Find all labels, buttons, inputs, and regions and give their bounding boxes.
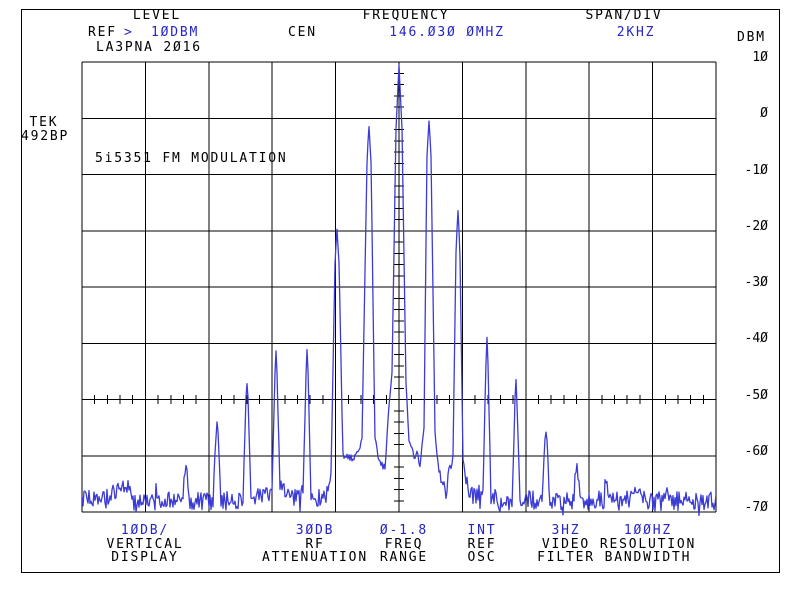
outer-frame [21, 9, 780, 573]
footer-resolution-bandwidth: 1ØØHZ RESOLUTION BANDWIDTH [563, 524, 733, 565]
dbm-unit-label: DBM [737, 30, 766, 45]
resolution-bandwidth-value: 1ØØHZ [623, 523, 673, 538]
video-filter-label-2: FILTER [537, 550, 595, 566]
ref-level-value: 1ØDBM [151, 25, 200, 40]
vertical-display-value: 1ØDB/ [120, 523, 170, 538]
footer-video-filter: 3HZ VIDEO FILTER [481, 524, 651, 565]
freq-range-label-2: RANGE [379, 550, 429, 566]
instrument-model: TEK 492BP [21, 116, 67, 144]
span-value: 2KHZ [616, 25, 656, 40]
y-axis-tick-label: -3Ø [744, 275, 768, 290]
model-line2: 492BP [21, 129, 70, 144]
footer-ref-osc: INT REF OSC [397, 524, 567, 565]
video-filter-label-1: VIDEO [541, 536, 591, 552]
video-filter-value: 3HZ [551, 523, 581, 538]
y-axis-tick-label: -6Ø [744, 443, 768, 459]
y-axis-tick-label: -5Ø [744, 387, 768, 403]
y-axis-tick-label: Ø [760, 106, 768, 122]
ref-osc-value: INT [467, 523, 497, 538]
vertical-display-label-2: DISPLAY [111, 550, 179, 566]
frequency-label: FREQUENCY [362, 8, 450, 23]
ref-osc-label-2: OSC [467, 550, 497, 566]
resolution-bandwidth-label-2: BANDWIDTH [604, 550, 692, 566]
cen-label: CEN [288, 25, 317, 40]
span-div-label: SPAN/DIV [585, 8, 663, 23]
resolution-bandwidth-label-1: RESOLUTION [599, 536, 697, 552]
rf-attenuation-label-2: ATTENUATION [262, 550, 368, 566]
y-axis-tick-label: -7Ø [744, 500, 768, 515]
y-axis-tick-label: -4Ø [744, 331, 768, 347]
freq-range-value: Ø-1.8 [379, 523, 429, 538]
rf-attenuation-label-1: RF [305, 536, 325, 552]
y-axis-tick-label: -1Ø [744, 162, 768, 178]
vertical-display-label-1: VERTICAL [106, 536, 184, 552]
ref-label: REF [88, 25, 117, 40]
footer-freq-range: Ø-1.8 FREQ RANGE [319, 524, 489, 565]
rf-attenuation-value: 3ØDB [295, 523, 335, 538]
freq-range-label-1: FREQ [384, 536, 424, 552]
ref-arrow-icon: > [124, 25, 134, 40]
y-axis-tick-label: -2Ø [744, 218, 768, 234]
level-label: LEVEL [132, 8, 182, 23]
ref-osc-label-1: REF [467, 536, 497, 552]
center-frequency-value: 146.Ø3Ø ØMHZ [389, 25, 505, 40]
callsign-text: LA3PNA 2Ø16 [96, 40, 202, 55]
footer-rf-attenuation: 3ØDB RF ATTENUATION [230, 524, 400, 565]
y-axis-tick-label: 1Ø [752, 50, 768, 65]
plot-annotation: 5i5351 FM MODULATION [95, 151, 288, 166]
model-line1: TEK [29, 115, 59, 130]
footer-vertical-display: 1ØDB/ VERTICAL DISPLAY [60, 524, 230, 565]
